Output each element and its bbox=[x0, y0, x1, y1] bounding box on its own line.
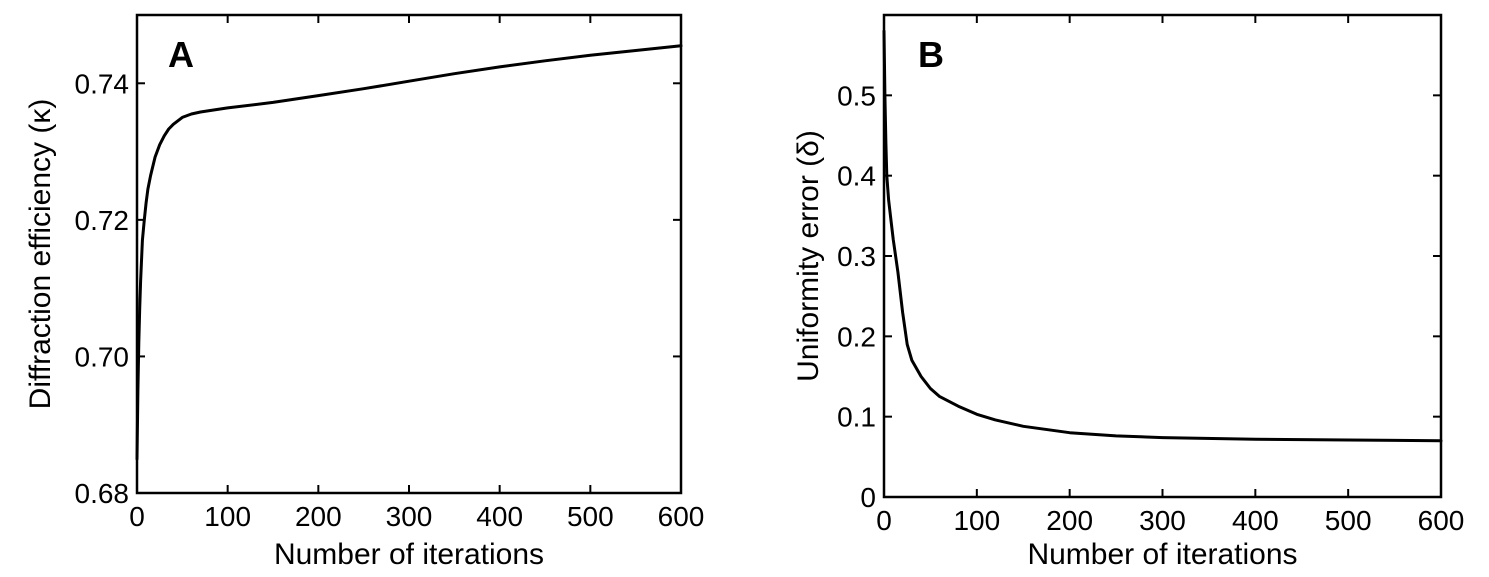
y-axis-label: Diffraction efficiency (κ) bbox=[24, 99, 57, 410]
y-axis-label: Uniformity error (δ) bbox=[792, 130, 825, 382]
y-tick-label: 0.70 bbox=[75, 341, 130, 372]
x-axis-label: Number of iterations bbox=[274, 538, 544, 571]
y-tick-label: 0 bbox=[860, 482, 876, 513]
x-axis-label: Number of iterations bbox=[1027, 538, 1297, 571]
x-tick-label: 100 bbox=[953, 505, 1000, 536]
panel-letter: B bbox=[918, 34, 944, 75]
plot-frame bbox=[135, 13, 683, 495]
x-tick-label: 200 bbox=[295, 501, 342, 532]
x-tick-label: 400 bbox=[476, 501, 523, 532]
x-tick-label: 600 bbox=[1418, 505, 1465, 536]
x-tick-label: 600 bbox=[658, 501, 705, 532]
plot-frame bbox=[882, 13, 1443, 499]
x-tick-label: 0 bbox=[129, 501, 145, 532]
y-tick-label: 0.3 bbox=[837, 241, 876, 272]
y-tick-label: 0.4 bbox=[837, 161, 876, 192]
y-tick-label: 0.1 bbox=[837, 402, 876, 433]
panel-letter: A bbox=[168, 34, 194, 75]
x-tick-label: 100 bbox=[204, 501, 251, 532]
panel-b-uniformity-error: 0 100 200 300 400 500 600 0 0.1 0.2 0.3 0.4 0.5 Numbe… bbox=[792, 13, 1465, 571]
x-tick-label: 500 bbox=[1325, 505, 1372, 536]
y-tick-label: 0.2 bbox=[837, 321, 876, 352]
y-tick-label: 0.72 bbox=[75, 205, 130, 236]
y-tick-label: 0.74 bbox=[75, 68, 130, 99]
x-tick-label: 400 bbox=[1232, 505, 1279, 536]
x-tick-label: 500 bbox=[567, 501, 614, 532]
y-tick-label: 0.68 bbox=[75, 478, 130, 509]
series-line bbox=[135, 44, 683, 461]
x-tick-label: 300 bbox=[1139, 505, 1186, 536]
series-line bbox=[882, 29, 1443, 443]
x-tick-label: 300 bbox=[386, 501, 433, 532]
x-tick-label: 200 bbox=[1046, 505, 1093, 536]
y-tick-label: 0.5 bbox=[837, 80, 876, 111]
panel-a-diffraction-efficiency: 0 100 200 300 400 500 600 0.68 0.70 0.72 0.74 Numbe… bbox=[24, 13, 705, 571]
x-tick-label: 0 bbox=[876, 505, 892, 536]
